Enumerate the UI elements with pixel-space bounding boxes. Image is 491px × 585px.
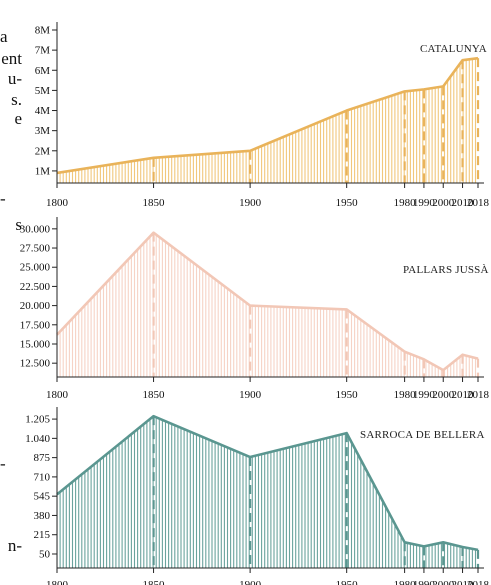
y-tick-label: 15.000	[20, 338, 51, 350]
series-line	[56, 414, 479, 552]
y-tick-label: 27.500	[20, 243, 51, 255]
x-tick-label: 2000	[432, 389, 455, 401]
cropped-text-fragment: n-	[7, 536, 22, 555]
y-tick-label: 380	[34, 510, 51, 522]
y-tick-label: 3M	[35, 125, 51, 137]
x-tick-label: 2010	[452, 197, 475, 209]
y-tick-label: 7M	[35, 45, 51, 57]
chart-title: PALLARS JUSSÀ	[403, 264, 489, 276]
x-tick-label: 1980	[394, 389, 417, 401]
x-tick-label: 1990	[413, 197, 436, 209]
series-line	[56, 56, 479, 175]
x-tick-label: 1950	[336, 197, 359, 209]
x-tick-label: 2018	[467, 197, 490, 209]
y-tick-label: 22.500	[20, 281, 51, 293]
x-tick-label: 1800	[46, 389, 69, 401]
x-tick-label: 1990	[413, 579, 436, 585]
x-tick-label: 1950	[336, 579, 359, 585]
y-tick-label: 8M	[35, 25, 51, 37]
x-tick-label: 1980	[394, 579, 417, 585]
y-tick-label: 30.000	[20, 223, 51, 235]
x-tick-label: 2010	[452, 389, 475, 401]
x-tick-label: 1850	[143, 197, 166, 209]
x-tick-label: 1980	[394, 197, 417, 209]
y-tick-label: 710	[34, 471, 51, 483]
x-tick-label: 1800	[46, 579, 69, 585]
area-hatch-fill	[57, 58, 477, 183]
y-tick-label: 4M	[35, 105, 51, 117]
x-tick-label: 1900	[239, 389, 262, 401]
y-tick-label: 1.205	[25, 414, 50, 426]
y-tick-label: 1.040	[25, 433, 50, 445]
x-tick-label: 1990	[413, 389, 436, 401]
y-tick-label: 1M	[35, 165, 51, 177]
chart-panel-1: 12.500 15.000 17.500 20.000 22.500 25.000 27.5…	[20, 217, 490, 401]
x-tick-label: 2018	[467, 389, 490, 401]
chart-panel-2: 50 215 380 545 710 875 1.040 1.205 1800 1850 1900 1…	[25, 407, 490, 585]
y-tick-label: 6M	[35, 65, 51, 77]
chart-title: SARROCA DE BELLERA	[360, 429, 485, 441]
y-tick-label: 5M	[35, 85, 51, 97]
cropped-text-fragment: s	[15, 215, 22, 234]
cropped-text-fragment: -	[0, 454, 6, 473]
y-tick-label: 12.500	[20, 358, 51, 370]
y-tick-label: 875	[34, 452, 51, 464]
y-tick-label: 25.000	[20, 262, 51, 274]
y-tick-label: 215	[34, 529, 51, 541]
x-tick-label: 1850	[143, 389, 166, 401]
x-tick-label: 1800	[46, 197, 69, 209]
chart-panel-0: 1M 2M 3M 4M 5M 6M 7M 8M 1800 1850 1900 1950 19801990…	[35, 22, 490, 209]
x-tick-label: 1850	[143, 579, 166, 585]
cropped-text-fragment: u-	[7, 69, 22, 88]
x-tick-label: 1950	[336, 389, 359, 401]
cropped-text-fragment: a	[0, 27, 8, 46]
y-tick-label: 545	[34, 491, 51, 503]
y-tick-label: 17.500	[20, 319, 51, 331]
x-tick-label: 1900	[239, 579, 262, 585]
y-tick-label: 20.000	[20, 300, 51, 312]
cropped-text-fragment: -	[0, 189, 6, 208]
x-tick-label: 2000	[432, 579, 455, 585]
x-tick-label: 2018	[467, 579, 490, 585]
y-tick-label: 2M	[35, 145, 51, 157]
area-hatch-fill	[57, 232, 477, 377]
x-tick-label: 2010	[452, 579, 475, 585]
cropped-text-fragment: ent	[1, 49, 22, 68]
cropped-text-fragment: e	[14, 109, 22, 128]
x-tick-label: 1900	[239, 197, 262, 209]
series-line	[56, 231, 479, 372]
cropped-text-fragment: s.	[11, 90, 22, 109]
x-tick-label: 2000	[432, 197, 455, 209]
y-tick-label: 50	[39, 548, 51, 560]
chart-title: CATALUNYA	[420, 43, 487, 55]
